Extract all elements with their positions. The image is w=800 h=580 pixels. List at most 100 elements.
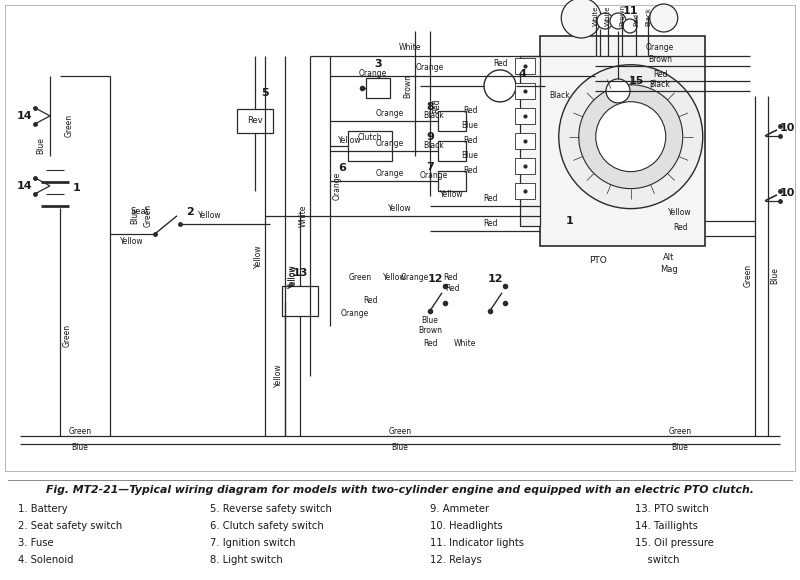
- Text: Yellow: Yellow: [274, 364, 282, 387]
- Text: Orange: Orange: [646, 44, 674, 52]
- Text: 12. Relays: 12. Relays: [430, 555, 482, 565]
- Text: Orange: Orange: [416, 63, 444, 72]
- Bar: [366, 78, 390, 98]
- Text: Blue: Blue: [462, 151, 478, 160]
- Text: Orange: Orange: [376, 139, 404, 148]
- Bar: [237, 109, 273, 133]
- Text: Red: Red: [422, 339, 438, 348]
- Text: Yellow: Yellow: [388, 204, 412, 213]
- Text: PTO: PTO: [589, 256, 606, 265]
- Text: Green: Green: [65, 114, 74, 137]
- Circle shape: [623, 19, 637, 33]
- Bar: [515, 83, 535, 99]
- Bar: [515, 108, 535, 124]
- Bar: [438, 141, 466, 161]
- Bar: [282, 286, 318, 316]
- Text: 13: 13: [292, 268, 308, 278]
- Text: White: White: [454, 339, 476, 348]
- Text: 2: 2: [186, 207, 194, 217]
- Text: Yellow: Yellow: [198, 211, 222, 220]
- Bar: [515, 183, 535, 199]
- Text: Orange: Orange: [420, 171, 448, 180]
- Text: 14. Taillights: 14. Taillights: [635, 521, 698, 531]
- Text: Red: Red: [633, 13, 639, 26]
- Text: Black: Black: [424, 111, 444, 121]
- Bar: [438, 111, 466, 131]
- Circle shape: [596, 102, 666, 172]
- Text: Fig. MT2-21—Typical wiring diagram for models with two-cylinder engine and equip: Fig. MT2-21—Typical wiring diagram for m…: [46, 485, 754, 495]
- Text: 14: 14: [17, 111, 33, 121]
- Text: Blue: Blue: [130, 208, 139, 224]
- Bar: [438, 171, 466, 191]
- Circle shape: [558, 65, 702, 209]
- Text: Yellow: Yellow: [338, 136, 362, 146]
- Circle shape: [597, 13, 613, 29]
- Circle shape: [484, 70, 516, 102]
- Text: Red: Red: [482, 219, 498, 229]
- Text: Blue: Blue: [37, 137, 46, 154]
- Text: 3: 3: [374, 59, 382, 69]
- Text: Red: Red: [445, 284, 459, 293]
- Text: Green: Green: [389, 427, 411, 436]
- Text: White: White: [605, 6, 611, 26]
- Text: 3. Fuse: 3. Fuse: [18, 538, 54, 548]
- Text: 9: 9: [426, 132, 434, 142]
- Bar: [515, 158, 535, 174]
- Text: Seat: Seat: [130, 207, 150, 216]
- Bar: [348, 131, 392, 161]
- Text: Orange: Orange: [359, 70, 387, 78]
- Bar: [515, 133, 535, 149]
- Text: Yellow: Yellow: [287, 264, 297, 288]
- Bar: [515, 58, 535, 74]
- Text: 6: 6: [338, 163, 346, 173]
- Text: 7. Ignition switch: 7. Ignition switch: [210, 538, 295, 548]
- Text: Brown: Brown: [418, 326, 442, 335]
- Text: 10: 10: [779, 188, 794, 198]
- Text: 5. Reverse safety switch: 5. Reverse safety switch: [210, 503, 332, 514]
- Text: Orange: Orange: [376, 169, 404, 179]
- Text: Black: Black: [424, 142, 444, 150]
- Text: Blue: Blue: [770, 267, 779, 284]
- Text: 9. Ammeter: 9. Ammeter: [430, 503, 489, 514]
- Text: Red: Red: [462, 166, 478, 175]
- Circle shape: [562, 0, 602, 38]
- Text: 1: 1: [73, 183, 81, 193]
- Text: 15: 15: [628, 76, 644, 86]
- Text: Brown: Brown: [403, 74, 413, 98]
- Text: White: White: [399, 44, 421, 52]
- Text: 11: 11: [622, 6, 638, 16]
- Text: 4: 4: [518, 69, 526, 79]
- Text: Yellow: Yellow: [254, 244, 262, 267]
- Text: Black: Black: [650, 81, 670, 89]
- Text: Red: Red: [653, 70, 667, 79]
- Text: Yellow: Yellow: [120, 237, 144, 246]
- Text: 12: 12: [427, 274, 442, 284]
- Text: Yellow: Yellow: [668, 208, 692, 218]
- Text: White: White: [593, 6, 599, 26]
- Text: 13. PTO switch: 13. PTO switch: [635, 503, 709, 514]
- Text: Red: Red: [462, 136, 478, 146]
- Text: 7: 7: [426, 162, 434, 172]
- Text: Orange: Orange: [341, 309, 369, 318]
- Text: 8: 8: [426, 102, 434, 112]
- Text: 12: 12: [487, 274, 502, 284]
- Text: Mag: Mag: [660, 265, 678, 274]
- Text: Orange: Orange: [333, 172, 342, 200]
- Text: Red: Red: [493, 59, 507, 68]
- Text: Blue: Blue: [422, 316, 438, 325]
- Text: Blue: Blue: [391, 443, 409, 452]
- Text: Green: Green: [669, 427, 691, 436]
- Text: Brown: Brown: [648, 56, 672, 64]
- Text: Red: Red: [362, 296, 378, 305]
- Bar: [520, 56, 540, 226]
- Text: 11. Indicator lights: 11. Indicator lights: [430, 538, 524, 548]
- Text: White: White: [298, 205, 307, 227]
- Text: Red: Red: [433, 99, 442, 113]
- Text: Black: Black: [645, 7, 651, 26]
- Text: 1: 1: [566, 216, 574, 226]
- Text: Clutch: Clutch: [358, 133, 382, 142]
- Circle shape: [606, 79, 630, 103]
- Text: Yellow: Yellow: [289, 264, 298, 288]
- Text: 4. Solenoid: 4. Solenoid: [18, 555, 74, 565]
- Circle shape: [610, 13, 626, 29]
